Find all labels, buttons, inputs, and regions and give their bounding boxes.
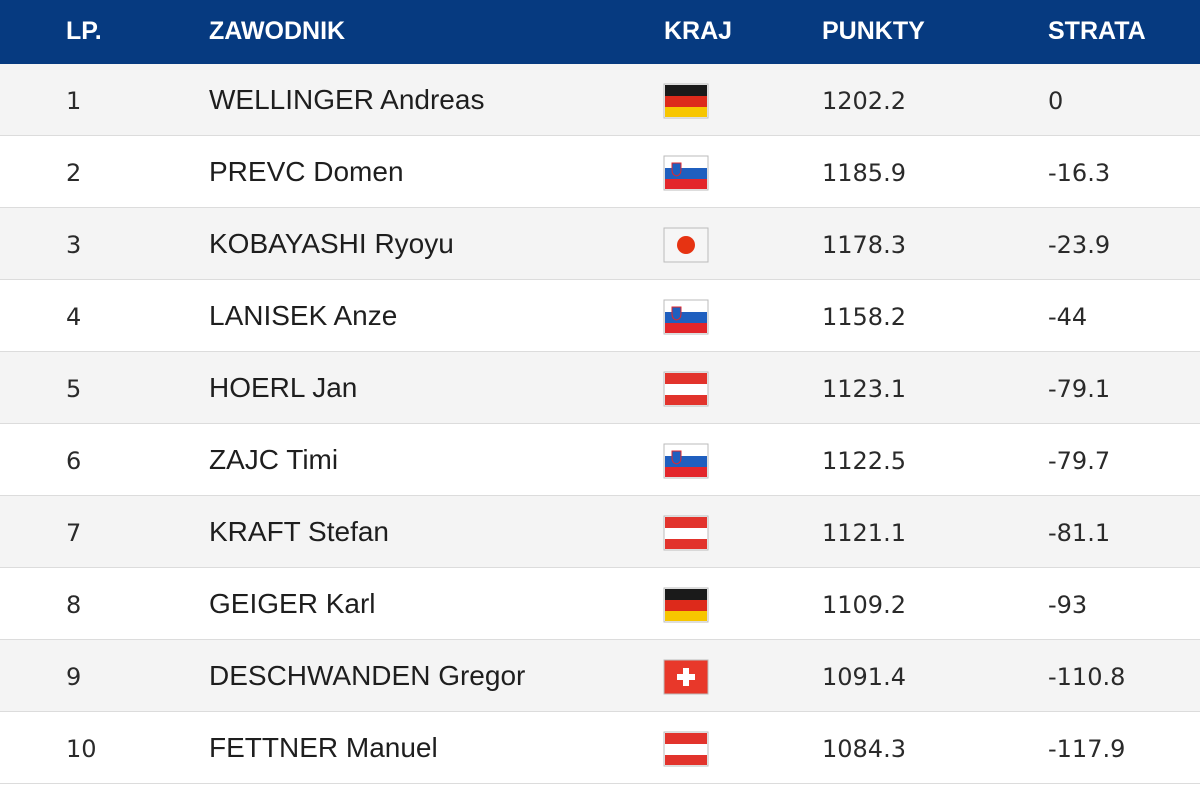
table-row: 10 FETTNER Manuel 1084.3 -117.9 xyxy=(0,712,1200,784)
athlete-name: FETTNER Manuel xyxy=(209,732,438,763)
header-cell: PUNKTY xyxy=(822,17,925,45)
deficit: 0 xyxy=(1048,87,1064,115)
country-flag xyxy=(663,731,709,767)
country-flag xyxy=(663,515,709,551)
rank: 9 xyxy=(66,663,82,691)
deficit: -79.7 xyxy=(1048,447,1111,475)
table-row: 7 KRAFT Stefan 1121.1 -81.1 xyxy=(0,496,1200,568)
points: 1091.4 xyxy=(822,663,906,691)
rank: 3 xyxy=(66,231,82,259)
table-row: 1 WELLINGER Andreas 1202.2 0 xyxy=(0,64,1200,136)
points: 1084.3 xyxy=(822,735,906,763)
country-flag xyxy=(663,83,709,119)
athlete-name: WELLINGER Andreas xyxy=(209,84,485,115)
deficit: -79.1 xyxy=(1048,375,1111,403)
header-cell: KRAJ xyxy=(664,17,733,45)
table-row: 9 DESCHWANDEN Gregor 1091.4 -110.8 xyxy=(0,640,1200,712)
deficit: -81.1 xyxy=(1048,519,1111,547)
country-flag xyxy=(663,155,709,191)
points: 1123.1 xyxy=(822,375,906,403)
table-row: 3 KOBAYASHI Ryoyu 1178.3 -23.9 xyxy=(0,208,1200,280)
rank: 7 xyxy=(66,519,82,547)
athlete-name: ZAJC Timi xyxy=(209,444,339,475)
points: 1109.2 xyxy=(822,591,906,619)
deficit: -110.8 xyxy=(1048,663,1126,691)
table-header: LP. ZAWODNIK KRAJ PUNKTY STRATA xyxy=(0,0,1200,64)
points: 1158.2 xyxy=(822,303,906,331)
athlete-name: HOERL Jan xyxy=(209,372,358,403)
points: 1121.1 xyxy=(822,519,906,547)
header-cell: LP. xyxy=(66,17,102,45)
athlete-name: GEIGER Karl xyxy=(209,588,376,619)
points: 1178.3 xyxy=(822,231,906,259)
athlete-name: LANISEK Anze xyxy=(209,300,398,331)
table-row: 2 PREVC Domen 1185.9 -16.3 xyxy=(0,136,1200,208)
country-flag xyxy=(663,227,709,263)
rank: 5 xyxy=(66,375,82,403)
country-flag xyxy=(663,299,709,335)
rank: 10 xyxy=(66,735,97,763)
rank: 1 xyxy=(66,87,82,115)
deficit: -93 xyxy=(1048,591,1088,619)
deficit: -117.9 xyxy=(1048,735,1126,763)
points: 1202.2 xyxy=(822,87,906,115)
rank: 6 xyxy=(66,447,82,475)
header-cell: ZAWODNIK xyxy=(209,17,346,45)
athlete-name: PREVC Domen xyxy=(209,156,404,187)
header-cell: STRATA xyxy=(1048,17,1146,45)
country-flag xyxy=(663,371,709,407)
country-flag xyxy=(663,659,709,695)
table-row: 6 ZAJC Timi 1122.5 -79.7 xyxy=(0,424,1200,496)
rank: 8 xyxy=(66,591,82,619)
athlete-name: KOBAYASHI Ryoyu xyxy=(209,228,454,259)
rank: 4 xyxy=(66,303,82,331)
table-row: 8 GEIGER Karl 1109.2 -93 xyxy=(0,568,1200,640)
points: 1122.5 xyxy=(822,447,906,475)
rank: 2 xyxy=(66,159,82,187)
table-row: 5 HOERL Jan 1123.1 -79.1 xyxy=(0,352,1200,424)
points: 1185.9 xyxy=(822,159,906,187)
country-flag xyxy=(663,443,709,479)
deficit: -44 xyxy=(1048,303,1088,331)
deficit: -16.3 xyxy=(1048,159,1111,187)
athlete-name: DESCHWANDEN Gregor xyxy=(209,660,526,691)
table-row: 4 LANISEK Anze 1158.2 -44 xyxy=(0,280,1200,352)
country-flag xyxy=(663,587,709,623)
deficit: -23.9 xyxy=(1048,231,1111,259)
athlete-name: KRAFT Stefan xyxy=(209,516,390,547)
